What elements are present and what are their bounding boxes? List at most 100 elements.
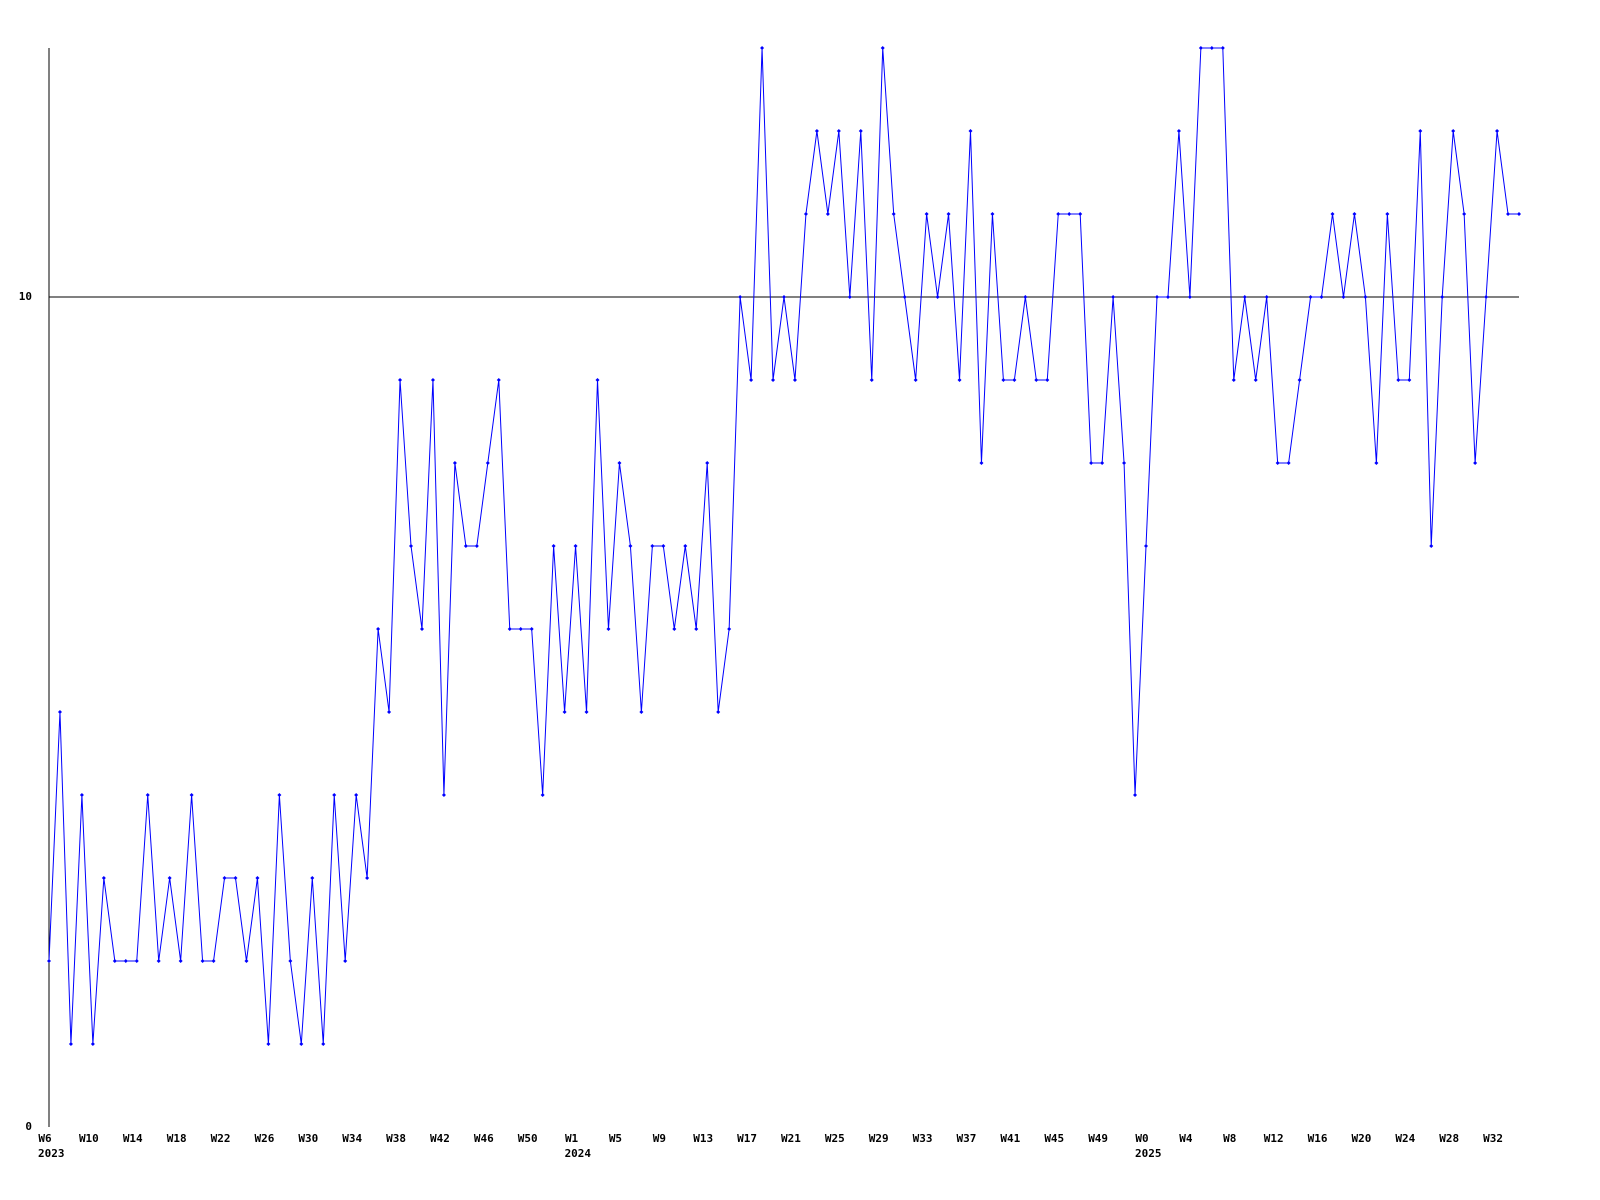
data-point — [1297, 378, 1302, 382]
x-tick-label: W30 — [298, 1132, 318, 1145]
data-point — [321, 1042, 326, 1046]
data-point — [222, 876, 227, 880]
data-point — [990, 212, 995, 216]
x-tick-label: W12 — [1264, 1132, 1284, 1145]
data-point — [1308, 295, 1313, 299]
x-tick-label: W37 — [957, 1132, 977, 1145]
data-point — [1451, 129, 1456, 133]
data-point — [398, 378, 403, 382]
data-point — [1078, 212, 1083, 216]
data-point — [979, 461, 984, 465]
data-point — [1286, 461, 1291, 465]
data-point — [672, 627, 677, 631]
y-tick-label: 0 — [25, 1120, 32, 1133]
data-point — [957, 378, 962, 382]
data-point — [814, 129, 819, 133]
data-point — [310, 876, 315, 880]
x-tick-label: W1 — [565, 1132, 579, 1145]
data-point — [1231, 378, 1236, 382]
x-tick-label: W20 — [1351, 1132, 1371, 1145]
data-line — [48, 47, 1519, 1045]
data-point — [496, 378, 501, 382]
data-point — [387, 710, 392, 714]
x-tick-label: W42 — [430, 1132, 450, 1145]
data-point — [858, 129, 863, 133]
data-point — [1440, 295, 1445, 299]
data-point — [1045, 378, 1050, 382]
data-point — [573, 544, 578, 548]
data-point — [836, 129, 841, 133]
data-point — [1462, 212, 1467, 216]
x-tick-label: W9 — [653, 1132, 666, 1145]
data-point — [452, 461, 457, 465]
data-point — [1517, 212, 1521, 216]
data-point — [101, 876, 106, 880]
data-point — [90, 1042, 95, 1046]
data-point — [683, 544, 688, 548]
data-point — [1012, 378, 1017, 382]
data-point — [705, 461, 710, 465]
data-point — [847, 295, 852, 299]
data-point — [1396, 378, 1401, 382]
data-point — [562, 710, 567, 714]
data-point — [1429, 544, 1434, 548]
data-point — [1198, 46, 1203, 50]
year-label: 2024 — [565, 1147, 592, 1160]
data-point — [1187, 295, 1192, 299]
data-point — [277, 793, 282, 797]
data-point — [1067, 212, 1072, 216]
x-tick-label: W38 — [386, 1132, 406, 1145]
data-point — [551, 544, 556, 548]
data-point — [716, 710, 721, 714]
data-point — [738, 295, 743, 299]
x-tick-label: W22 — [211, 1132, 231, 1145]
data-point — [529, 627, 534, 631]
data-point — [639, 710, 644, 714]
data-point — [760, 46, 765, 50]
data-point — [112, 959, 117, 963]
data-point — [1111, 295, 1116, 299]
data-point — [1209, 46, 1214, 50]
data-point — [694, 627, 699, 631]
data-point — [617, 461, 622, 465]
data-point — [727, 627, 732, 631]
data-point — [606, 627, 611, 631]
data-point — [474, 544, 479, 548]
data-point — [1165, 295, 1170, 299]
data-point — [430, 378, 435, 382]
data-point — [332, 793, 337, 797]
data-point — [1330, 212, 1335, 216]
data-point — [880, 46, 885, 50]
data-point — [189, 793, 194, 797]
data-point — [1144, 544, 1149, 548]
x-tick-label: W29 — [869, 1132, 889, 1145]
data-point — [1023, 295, 1028, 299]
data-point — [518, 627, 523, 631]
data-point — [47, 959, 51, 963]
x-tick-label: W16 — [1308, 1132, 1328, 1145]
data-point — [1385, 212, 1390, 216]
data-point — [1275, 461, 1280, 465]
data-point — [244, 959, 249, 963]
data-point — [749, 378, 754, 382]
data-point — [211, 959, 216, 963]
data-point — [913, 378, 918, 382]
x-tick-label: W4 — [1179, 1132, 1193, 1145]
data-point — [1001, 378, 1006, 382]
data-point — [935, 295, 940, 299]
data-point — [1352, 212, 1357, 216]
data-point — [1374, 461, 1379, 465]
data-point — [57, 710, 62, 714]
x-tick-label: W28 — [1439, 1132, 1459, 1145]
x-tick-label: W21 — [781, 1132, 801, 1145]
data-point — [1100, 461, 1105, 465]
data-point — [123, 959, 128, 963]
data-point — [1319, 295, 1324, 299]
x-tick-label: W26 — [254, 1132, 274, 1145]
x-tick-label: W50 — [518, 1132, 538, 1145]
x-tick-label: W41 — [1000, 1132, 1020, 1145]
x-tick-label: W6 — [38, 1132, 52, 1145]
x-tick-label: W13 — [693, 1132, 713, 1145]
